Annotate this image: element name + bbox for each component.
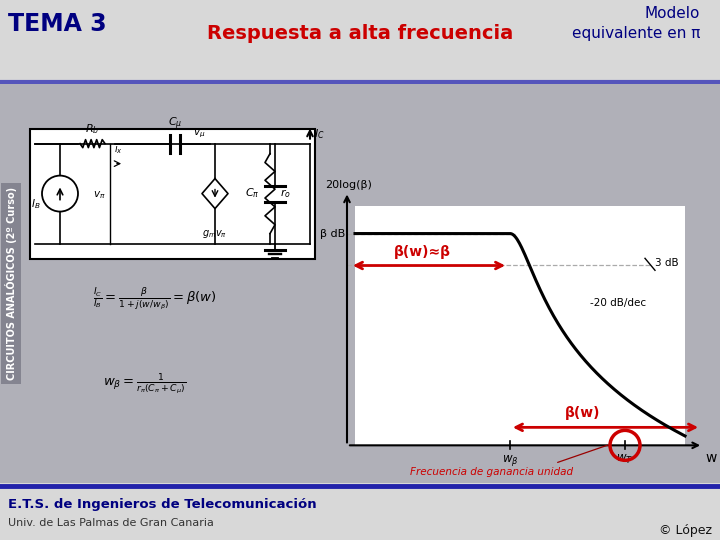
Text: CIRCUITOS ANALÓGICOS (2º Curso): CIRCUITOS ANALÓGICOS (2º Curso)	[5, 187, 17, 380]
Text: TEMA 3: TEMA 3	[8, 12, 107, 36]
Text: β(w)≈β: β(w)≈β	[394, 245, 451, 259]
Text: $I_B$: $I_B$	[31, 198, 41, 211]
Text: Frecuencia de ganancia unidad: Frecuencia de ganancia unidad	[410, 467, 573, 477]
Text: β(w): β(w)	[565, 407, 600, 420]
Text: $w_\beta$: $w_\beta$	[502, 454, 518, 468]
Text: β dB: β dB	[320, 228, 345, 239]
Text: equivalente en π: equivalente en π	[572, 26, 700, 41]
Text: E.T.S. de Ingenieros de Telecomunicación: E.T.S. de Ingenieros de Telecomunicación	[8, 498, 317, 511]
Text: $i_x$: $i_x$	[114, 142, 122, 156]
Text: $v_\mu$: $v_\mu$	[193, 127, 205, 140]
Text: w: w	[705, 451, 716, 465]
Text: Respuesta a alta frecuencia: Respuesta a alta frecuencia	[207, 24, 513, 43]
Circle shape	[42, 176, 78, 212]
Text: $C_\pi$: $C_\pi$	[246, 187, 260, 200]
Text: $\frac{I_C}{I_B} = \frac{\beta}{1+j(w/w_\beta)} = \beta(w)$: $\frac{I_C}{I_B} = \frac{\beta}{1+j(w/w_…	[93, 285, 217, 312]
Text: Modelo: Modelo	[644, 6, 700, 21]
Text: 3 dB: 3 dB	[655, 258, 679, 268]
Text: © López: © López	[659, 524, 712, 537]
Bar	[30, 129, 315, 259]
Text: $R_b$: $R_b$	[86, 122, 99, 136]
Text: Univ. de Las Palmas de Gran Canaria: Univ. de Las Palmas de Gran Canaria	[8, 518, 214, 528]
Text: $I_C$: $I_C$	[314, 127, 325, 140]
Text: 20log(β): 20log(β)	[325, 180, 372, 190]
Text: $w_\beta = \frac{1}{r_\pi(C_\pi + C_\mu)}$: $w_\beta = \frac{1}{r_\pi(C_\pi + C_\mu)…	[103, 371, 186, 396]
Text: $r_o$: $r_o$	[280, 187, 291, 200]
Text: $v_\pi$: $v_\pi$	[94, 190, 106, 201]
Text: $g_m v_\pi$: $g_m v_\pi$	[202, 227, 228, 240]
Bar	[355, 206, 685, 446]
Text: $C_\mu$: $C_\mu$	[168, 115, 182, 132]
Text: $w_T$: $w_T$	[616, 454, 634, 467]
Text: -20 dB/dec: -20 dB/dec	[590, 299, 646, 308]
